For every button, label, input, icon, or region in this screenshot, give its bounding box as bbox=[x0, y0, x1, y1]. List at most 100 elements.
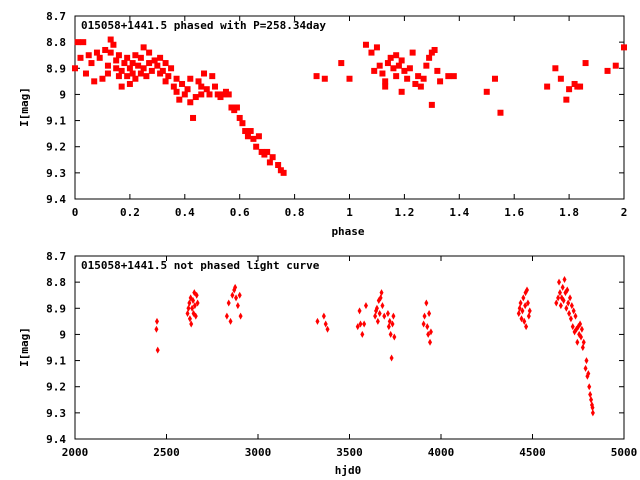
phased-data-point bbox=[132, 75, 139, 82]
unphased-data-point bbox=[428, 328, 433, 336]
unphased-data-point bbox=[568, 315, 573, 323]
unphased-x-tick-label: 3000 bbox=[245, 446, 272, 459]
phased-data-point bbox=[80, 39, 87, 46]
phased-data-point bbox=[239, 120, 246, 127]
phased-data-point bbox=[242, 128, 249, 135]
phased-data-point bbox=[266, 159, 273, 166]
unphased-data-point bbox=[428, 338, 433, 346]
phased-data-point bbox=[162, 60, 169, 67]
phased-data-point bbox=[151, 57, 158, 64]
unphased-data-point bbox=[573, 312, 578, 320]
phased-data-point bbox=[280, 169, 287, 176]
unphased-data-point bbox=[315, 317, 320, 325]
phased-data-point bbox=[563, 96, 570, 103]
phased-light-curve-panel: 015058+1441.5 phased with P=258.34day ph… bbox=[18, 10, 627, 238]
unphased-data-point bbox=[233, 283, 238, 291]
phased-x-tick-label: 0 bbox=[72, 206, 79, 219]
unphased-data-point bbox=[238, 312, 243, 320]
phased-y-tick-label: 8.9 bbox=[46, 62, 66, 75]
phased-data-point bbox=[373, 44, 380, 51]
phased-data-point bbox=[253, 143, 260, 150]
unphased-x-axis-label: hjd0 bbox=[335, 464, 362, 477]
unphased-data-point bbox=[191, 296, 196, 304]
phased-data-point bbox=[173, 88, 180, 95]
unphased-data-point bbox=[195, 299, 200, 307]
unphased-data-point bbox=[588, 391, 593, 399]
unphased-y-tick-label: 9.1 bbox=[46, 355, 66, 368]
phased-data-point bbox=[346, 75, 353, 82]
phased-data-point bbox=[201, 70, 208, 77]
unphased-data-point bbox=[391, 312, 396, 320]
phased-data-point bbox=[195, 78, 202, 85]
unphased-data-point bbox=[427, 310, 432, 318]
phased-y-tick-label: 8.7 bbox=[46, 10, 66, 23]
phased-data-point bbox=[401, 67, 408, 74]
phased-data-point bbox=[124, 54, 131, 61]
phased-data-point bbox=[604, 67, 611, 74]
unphased-data-point bbox=[580, 344, 585, 351]
phased-data-point bbox=[187, 75, 194, 82]
unphased-data-point bbox=[363, 302, 368, 310]
unphased-data-point bbox=[373, 312, 378, 320]
unphased-data-point bbox=[379, 289, 384, 297]
unphased-data-point bbox=[190, 304, 195, 312]
phased-data-point bbox=[211, 83, 218, 90]
unphased-data-point bbox=[389, 354, 394, 362]
phased-data-point bbox=[206, 91, 213, 98]
phased-x-ticks: 0 0.2 0.4 0.6 0.8 1 1.2 1.4 1.6 1.8 2 bbox=[72, 16, 628, 219]
phased-data-point bbox=[497, 109, 504, 116]
unphased-data-point bbox=[189, 320, 194, 328]
unphased-data-point bbox=[387, 317, 392, 325]
phased-data-point bbox=[118, 83, 125, 90]
phased-y-tick-label: 9.1 bbox=[46, 115, 66, 128]
phased-data-point bbox=[390, 65, 397, 72]
phased-x-tick-label: 1 bbox=[346, 206, 353, 219]
unphased-data-point bbox=[524, 323, 529, 331]
unphased-y-tick-label: 9 bbox=[59, 328, 66, 341]
phased-x-tick-label: 1.2 bbox=[394, 206, 414, 219]
phased-x-axis-label: phase bbox=[331, 225, 364, 238]
phased-data-point bbox=[140, 44, 147, 51]
phased-data-point bbox=[77, 54, 84, 61]
phased-x-tick-label: 1.8 bbox=[559, 206, 579, 219]
unphased-x-tick-label: 4000 bbox=[428, 446, 455, 459]
phased-data-point bbox=[415, 73, 422, 80]
unphased-data-point bbox=[185, 310, 190, 318]
phased-x-tick-label: 2 bbox=[621, 206, 628, 219]
phased-data-point bbox=[255, 133, 262, 140]
unphased-data-point bbox=[426, 330, 431, 338]
unphased-data-point bbox=[357, 307, 362, 315]
unphased-data-points bbox=[154, 276, 595, 417]
unphased-data-point bbox=[237, 291, 242, 299]
phased-data-point bbox=[143, 73, 150, 80]
unphased-data-point bbox=[386, 323, 391, 331]
phased-data-point bbox=[612, 62, 619, 69]
phased-data-point bbox=[393, 73, 400, 80]
phased-data-point bbox=[110, 41, 117, 48]
unphased-data-point bbox=[589, 396, 594, 404]
phased-data-point bbox=[398, 88, 405, 95]
phased-data-point bbox=[162, 78, 169, 85]
phased-data-point bbox=[379, 70, 386, 77]
unphased-data-point bbox=[570, 323, 575, 331]
unphased-x-tick-label: 4500 bbox=[519, 446, 546, 459]
phased-data-point bbox=[225, 91, 232, 98]
phased-data-point bbox=[313, 73, 320, 80]
unphased-data-point bbox=[562, 276, 567, 284]
phased-data-point bbox=[582, 60, 589, 67]
phased-data-point bbox=[203, 86, 210, 93]
unphased-data-point bbox=[226, 299, 231, 307]
unphased-y-tick-label: 9.3 bbox=[46, 407, 66, 420]
unphased-data-point bbox=[566, 299, 571, 307]
phased-data-point bbox=[426, 54, 433, 61]
phased-data-point bbox=[93, 49, 100, 56]
phased-plot-title: 015058+1441.5 phased with P=258.34day bbox=[81, 19, 326, 32]
phased-data-point bbox=[434, 67, 441, 74]
phased-data-point bbox=[74, 39, 81, 46]
phased-data-point bbox=[148, 67, 155, 74]
unphased-data-point bbox=[581, 338, 586, 346]
unphased-data-point bbox=[424, 299, 429, 307]
unphased-data-point bbox=[392, 333, 397, 341]
unphased-data-point bbox=[321, 312, 326, 320]
